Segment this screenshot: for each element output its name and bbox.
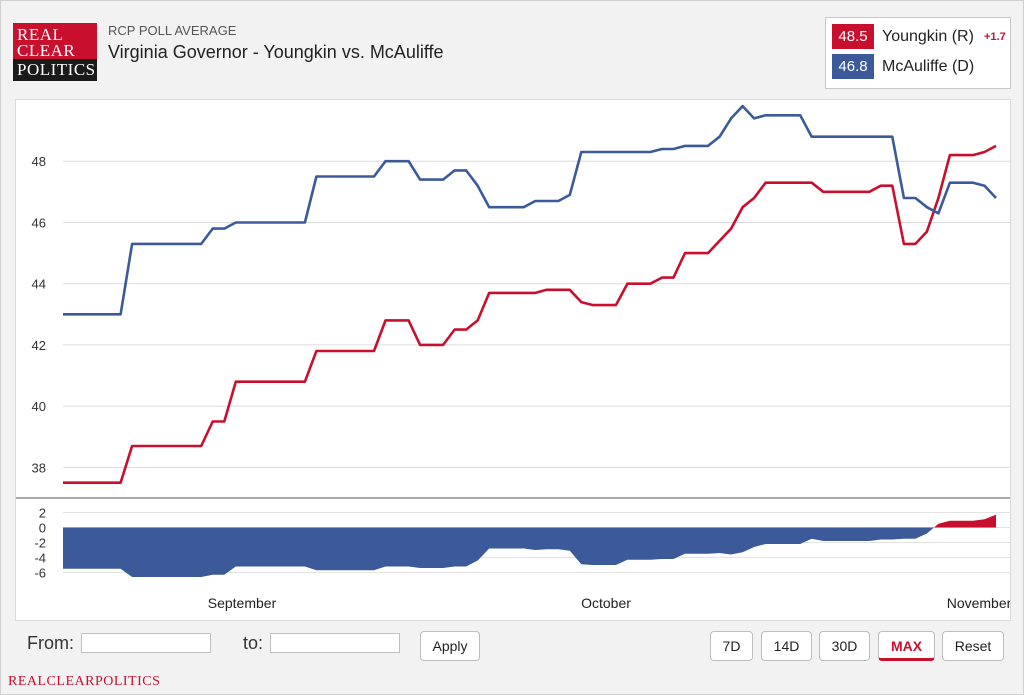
legend-row-mcauliffe[interactable]: 46.8 McAuliffe (D): [832, 54, 1008, 79]
y-tick-label: 48: [32, 154, 46, 169]
reset-button[interactable]: Reset: [942, 631, 1004, 661]
to-label: to:: [243, 633, 264, 653]
logo-line-clear: CLEAR: [17, 41, 76, 60]
poll-chart-svg[interactable]: 38 40 42 44 46 48 20-2-4-6 September October Nove…: [16, 100, 1012, 620]
range-max-button[interactable]: MAX: [878, 631, 935, 661]
y-tick-label: 46: [32, 215, 46, 230]
spread-y-tick-label: -4: [34, 551, 46, 566]
spread-area-youngkin-lead[interactable]: [934, 514, 996, 528]
rcp-logo[interactable]: REAL CLEAR POLITICS: [13, 23, 97, 81]
y-tick-label: 42: [32, 338, 46, 353]
to-date-input[interactable]: [270, 633, 400, 653]
spread-y-tick-label: -2: [34, 536, 46, 551]
legend-row-youngkin[interactable]: 48.5 Youngkin (R) +1.7: [832, 24, 1008, 49]
x-tick-label-october: October: [581, 595, 631, 611]
legend-change-youngkin: +1.7: [984, 31, 1006, 43]
y-tick-label: 44: [32, 277, 46, 292]
legend-box: 48.5 Youngkin (R) +1.7 46.8 McAuliffe (D…: [825, 17, 1011, 89]
range-14d-button[interactable]: 14D: [761, 631, 812, 661]
plot-area[interactable]: 38 40 42 44 46 48 2 0 -2 -4 -6 September October Nove…: [15, 99, 1012, 621]
legend-value-youngkin: 48.5: [832, 24, 874, 49]
poll-average-label: RCP POLL AVERAGE: [108, 23, 237, 38]
from-label: From:: [27, 633, 74, 653]
apply-button[interactable]: Apply: [420, 631, 480, 661]
from-date-input[interactable]: [81, 633, 211, 653]
range-7d-button[interactable]: 7D: [710, 631, 753, 661]
legend-name-mcauliffe: McAuliffe (D): [882, 58, 975, 75]
spread-y-tick-label: 0: [39, 521, 46, 536]
legend-value-mcauliffe: 46.8: [832, 54, 874, 79]
spread-area-mcauliffe-lead[interactable]: [63, 527, 934, 578]
x-tick-label-november: November: [947, 595, 1010, 611]
page-title: Virginia Governor - Youngkin vs. McAulif…: [108, 42, 444, 62]
y-tick-label: 38: [32, 460, 46, 475]
y-tick-label: 40: [32, 399, 46, 414]
x-tick-label-september: September: [208, 595, 277, 611]
series-line-youngkin[interactable]: [63, 144, 997, 485]
date-range-controls: From: to: Apply 7D 14D 30D MAX Reset: [1, 625, 1023, 667]
legend-name-youngkin: Youngkin (R): [882, 28, 974, 45]
logo-line-politics: POLITICS: [17, 60, 96, 79]
spread-y-tick-label: 2: [39, 506, 46, 521]
logo-line-real: REAL: [17, 25, 64, 44]
spread-y-tick-label: -6: [34, 566, 46, 581]
series-line-mcauliffe[interactable]: [63, 104, 997, 316]
range-30d-button[interactable]: 30D: [819, 631, 870, 661]
footer-brand[interactable]: REALCLEARPOLITICS: [8, 674, 161, 689]
logo-red-block: [13, 23, 97, 59]
